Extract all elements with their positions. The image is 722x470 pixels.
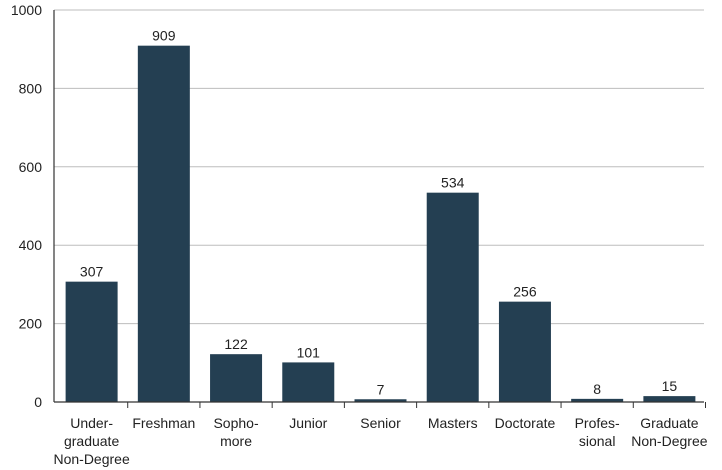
bar — [65, 281, 118, 402]
x-category-label: Graduate Non-Degree — [631, 415, 707, 449]
x-category-label: Sopho-more — [213, 415, 258, 449]
data-label: 909 — [152, 28, 176, 44]
x-category-label: Under-graduate Non-Degree — [53, 415, 129, 467]
data-label: 101 — [297, 344, 321, 360]
y-tick-label: 1000 — [11, 2, 42, 18]
data-label: 307 — [80, 264, 104, 280]
x-category-label-line: Junior — [289, 415, 327, 431]
x-category-label: Masters — [428, 415, 478, 431]
bars — [65, 45, 696, 403]
x-category-label-line: Doctorate — [495, 415, 556, 431]
x-category-label-line: graduate — [64, 433, 119, 449]
bar — [282, 362, 335, 402]
x-category-label: Senior — [360, 415, 401, 431]
y-tick-label: 400 — [19, 237, 43, 253]
x-category-label: Profes-sional — [575, 415, 620, 449]
x-category-label-line: Sopho- — [213, 415, 258, 431]
bar — [210, 354, 263, 402]
bar — [137, 45, 190, 403]
axes — [53, 10, 706, 408]
x-category-label-line: Freshman — [132, 415, 195, 431]
data-label: 8 — [593, 381, 601, 397]
x-category-label: Junior — [289, 415, 327, 431]
bar — [571, 398, 624, 402]
x-category-label-line: Senior — [360, 415, 401, 431]
bar — [426, 192, 479, 402]
data-label: 256 — [513, 284, 537, 300]
bar — [498, 301, 551, 402]
y-tick-label: 200 — [19, 316, 43, 332]
y-tick-label: 600 — [19, 159, 43, 175]
data-label: 122 — [224, 336, 248, 352]
x-category-label-line: Graduate — [640, 415, 699, 431]
x-category-label-line: more — [220, 433, 252, 449]
x-category-label: Freshman — [132, 415, 195, 431]
y-tick-label: 0 — [34, 394, 42, 410]
x-category-label-line: Non-Degree — [53, 451, 129, 467]
x-category-label-line: Masters — [428, 415, 478, 431]
y-tick-label: 800 — [19, 80, 43, 96]
bar — [354, 399, 407, 402]
bar — [643, 396, 696, 402]
x-category-label-line: Non-Degree — [631, 433, 707, 449]
labels: 0 200 400 600 800 1000 307 Under-graduate Non-De… — [11, 2, 708, 467]
data-label: 534 — [441, 175, 465, 191]
x-category-label-line: sional — [579, 433, 616, 449]
data-label: 15 — [662, 378, 678, 394]
x-category-label-line: Profes- — [575, 415, 620, 431]
x-category-label: Doctorate — [495, 415, 556, 431]
x-category-label-line: Under- — [70, 415, 113, 431]
data-label: 7 — [377, 381, 385, 397]
